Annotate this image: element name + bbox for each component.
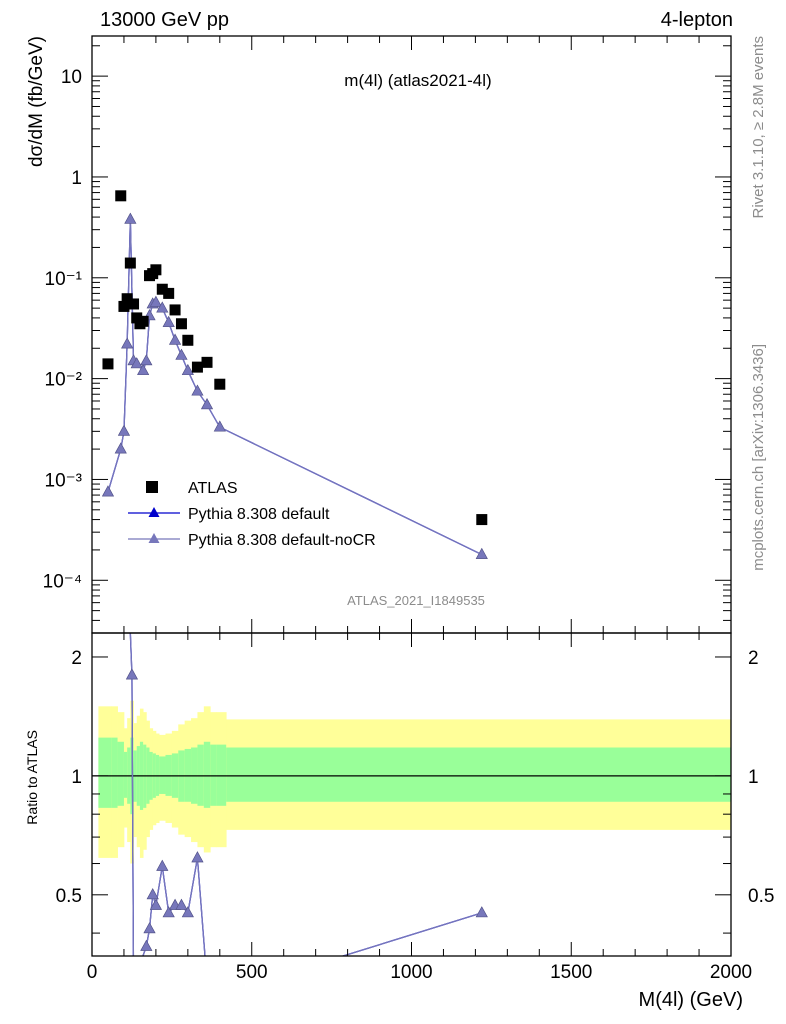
atlas-data-point xyxy=(191,361,203,373)
legend-marker-nocr xyxy=(148,533,160,543)
main-y-tick-label: 10⁻³ xyxy=(45,470,83,491)
atlas-data-point xyxy=(131,312,143,324)
mc-point-nocr xyxy=(156,301,169,313)
rivet-info: Rivet 3.1.10, ≥ 2.8M events xyxy=(750,36,767,219)
ratio-band-inner xyxy=(226,747,731,802)
x-tick-label: 500 xyxy=(236,962,268,983)
plot-title: m(4l) (atlas2021-4l) xyxy=(344,71,491,90)
ratio-point-nocr xyxy=(146,888,159,900)
mc-point-nocr xyxy=(181,364,194,375)
ratio-point-nocr xyxy=(125,668,138,680)
mc-point-nocr xyxy=(169,333,182,345)
mc-point-nocr xyxy=(117,424,130,436)
legend-label-nocr: Pythia 8.308 default-noCR xyxy=(188,532,376,549)
atlas-data-point xyxy=(137,315,149,327)
mc-point-nocr xyxy=(124,212,137,224)
ratio-point-nocr xyxy=(143,922,156,934)
mc-point-nocr xyxy=(175,348,188,360)
ratio-point-nocr xyxy=(162,906,175,918)
ratio-y-tick-label: 0.5 xyxy=(56,886,82,907)
atlas-data-point xyxy=(115,190,127,202)
mc-point-nocr xyxy=(191,384,204,396)
ratio-point-nocr xyxy=(175,898,188,910)
ratio-y-tick-label-right: 2 xyxy=(748,648,759,669)
ratio-band-inner xyxy=(117,741,125,806)
atlas-data-point xyxy=(175,318,187,330)
ratio-y-tick-label-right: 1 xyxy=(748,767,759,788)
ratio-line-nocr xyxy=(129,633,482,956)
ratio-point-nocr xyxy=(149,898,162,910)
ratio-band-inner xyxy=(197,744,205,806)
mc-point-nocr xyxy=(137,364,150,375)
atlas-data-point xyxy=(128,298,140,310)
main-y-tick-label: 10 xyxy=(61,67,82,88)
atlas-data-point xyxy=(163,287,175,299)
energy-label: 13000 GeV pp xyxy=(100,9,229,31)
ratio-band-inner xyxy=(159,756,166,794)
ratio-band-inner xyxy=(98,737,112,808)
x-tick-label: 1000 xyxy=(390,962,432,983)
ratio-y-tick-label: 2 xyxy=(71,648,82,669)
atlas-data-point xyxy=(169,304,181,316)
mc-point-nocr xyxy=(213,420,226,432)
main-y-tick-label: 1 xyxy=(71,168,82,189)
ratio-y-tick-label: 1 xyxy=(71,767,82,788)
legend-marker-default xyxy=(148,507,160,517)
legend: ATLAS Pythia 8.308 default Pythia 8.308 … xyxy=(128,480,376,549)
mc-line-nocr xyxy=(107,219,483,556)
ratio-point-nocr xyxy=(475,906,488,918)
x-axis-label: M(4l) (GeV) xyxy=(639,989,743,1011)
analysis-tag: ATLAS_2021_I1849535 xyxy=(347,593,485,608)
main-y-tick-label: 10⁻¹ xyxy=(45,269,83,290)
mc-point-nocr xyxy=(101,485,114,497)
legend-label-atlas: ATLAS xyxy=(188,480,238,497)
ratio-y-axis-label: Ratio to ATLAS xyxy=(24,730,40,825)
ratio-point-nocr xyxy=(181,906,194,918)
mc-point-nocr xyxy=(114,442,127,454)
atlas-data-point xyxy=(214,378,226,390)
ratio-band-inner xyxy=(203,741,211,808)
atlas-data-point xyxy=(182,334,194,346)
ratio-band-inner xyxy=(123,751,128,798)
mc-point-nocr xyxy=(130,357,143,369)
mcplots-info: mcplots.cern.ch [arXiv:1306.3436] xyxy=(750,344,767,571)
x-tick-label: 2000 xyxy=(710,962,752,983)
ratio-point-nocr xyxy=(191,851,204,863)
process-label: 4-lepton xyxy=(661,9,733,31)
ratio-band-inner xyxy=(216,744,227,806)
legend-marker-atlas xyxy=(146,481,158,493)
legend-label-default: Pythia 8.308 default xyxy=(188,506,330,523)
x-tick-label: 0 xyxy=(87,962,98,983)
mc-point-nocr xyxy=(162,315,175,327)
atlas-data-point xyxy=(118,300,130,312)
atlas-data-point xyxy=(156,283,168,295)
main-y-tick-label: 10⁻⁴ xyxy=(43,571,82,592)
atlas-data-point xyxy=(121,293,133,305)
atlas-data-point xyxy=(201,356,213,368)
main-y-tick-label: 10⁻² xyxy=(45,370,83,391)
ratio-point-nocr xyxy=(140,939,153,951)
atlas-data-point xyxy=(476,514,488,526)
atlas-data-point xyxy=(124,257,136,269)
mc-line-default xyxy=(107,219,483,556)
atlas-data-point xyxy=(150,264,162,276)
mc-point-nocr xyxy=(140,354,153,366)
ratio-band-inner xyxy=(210,744,218,806)
mc-point-nocr xyxy=(201,398,214,410)
ratio-point-nocr xyxy=(156,859,169,871)
mc-point-nocr xyxy=(149,295,162,307)
x-tick-label: 1500 xyxy=(550,962,592,983)
ratio-y-tick-label-right: 0.5 xyxy=(748,886,774,907)
main-y-axis-label: dσ/dM (fb/GeV) xyxy=(26,36,47,167)
atlas-data-point xyxy=(102,358,114,370)
mc-point-nocr xyxy=(121,337,134,349)
mc-point-nocr xyxy=(475,547,488,559)
ratio-band-inner xyxy=(111,737,118,808)
